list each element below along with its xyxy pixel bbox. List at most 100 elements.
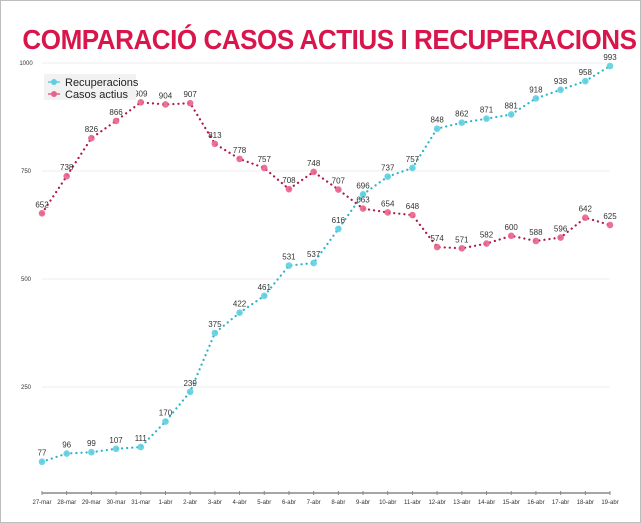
data-point [63,450,70,457]
data-label: 757 [258,155,272,164]
x-tick-label: 13-abr [453,500,470,506]
data-point [260,164,268,172]
data-point [211,329,219,337]
data-point [532,237,540,245]
x-tick-label: 12-abr [428,500,445,506]
data-point [38,210,46,217]
y-tick-label: 500 [21,277,32,283]
data-point [606,221,614,229]
x-tick-label: 3-abr [208,500,222,506]
data-label: 881 [505,101,519,110]
data-point [186,99,194,107]
data-label: 537 [307,250,321,259]
data-label: 239 [183,379,197,388]
data-point [433,125,441,132]
data-label: 866 [109,108,123,117]
data-label: 738 [60,163,74,172]
x-tick-label: 9-abr [356,500,370,506]
data-point [409,211,416,219]
data-label: 737 [381,164,395,173]
x-tick-label: 2-abr [183,500,197,506]
series-line-casos-actius [40,101,612,250]
data-label: 813 [208,131,222,140]
data-point [112,117,120,125]
data-label: 574 [430,234,444,243]
data-label: 596 [554,225,568,234]
data-label: 958 [579,68,593,77]
data-point [88,134,95,142]
data-label: 993 [603,53,617,62]
data-label: 648 [406,202,420,211]
data-point [384,173,392,180]
data-label: 848 [430,116,444,125]
data-label: 708 [282,176,296,185]
x-tick-label: 5-abr [257,500,271,506]
x-tick-label: 27-mar [32,500,51,506]
data-label: 96 [62,441,71,450]
data-label: 757 [406,155,420,164]
data-point [483,115,490,123]
data-label: 707 [332,177,346,186]
data-label: 652 [35,200,49,209]
data-point [433,243,441,251]
data-point [507,111,515,118]
data-point [557,86,564,94]
data-point [236,155,243,163]
x-tick-label: 1-abr [158,500,172,506]
data-point [162,101,169,108]
y-tick-label: 250 [21,385,32,391]
data-point [335,186,342,193]
data-point [532,95,540,102]
data-label: 748 [307,159,321,168]
data-point [409,164,416,172]
legend-box [44,74,136,100]
x-tick-label: 17-abr [552,500,569,506]
data-label: 111 [135,434,148,443]
data-label: 77 [38,449,47,458]
data-point [285,185,293,193]
data-point [137,99,145,106]
x-tick-label: 15-abr [503,500,520,506]
chart-title: COMPARACIÓ CASOS ACTIUS I RECUPERACIONS [22,24,637,55]
data-point [384,209,392,216]
data-point [112,445,120,453]
data-label: 778 [233,146,247,155]
series-line-recuperacions [40,64,612,463]
data-point [285,262,293,269]
data-point [88,448,95,456]
y-tick-label: 1000 [19,61,33,67]
data-point [606,62,614,70]
data-point [335,225,342,233]
data-label: 862 [455,110,469,119]
legend-marker [51,91,57,97]
data-point [137,443,145,451]
data-point [359,205,367,212]
data-point [582,214,589,221]
data-label: 909 [134,89,148,98]
data-label: 642 [579,205,593,214]
data-label: 907 [183,90,197,99]
data-point [557,234,564,241]
data-point [458,119,466,126]
x-tick-label: 16-abr [527,500,544,506]
data-label: 571 [455,235,469,244]
data-label: 625 [603,212,617,221]
x-tick-label: 7-abr [307,500,321,506]
data-label: 375 [208,320,222,329]
data-point [186,388,194,396]
data-point [458,245,466,252]
legend-marker [51,79,57,85]
x-tick-label: 28-mar [57,500,76,506]
data-point [359,191,367,198]
x-tick-label: 11-abr [404,500,421,506]
data-label: 461 [258,283,272,292]
data-label: 582 [480,231,494,240]
data-label: 826 [85,125,99,134]
x-tick-label: 8-abr [331,500,345,506]
data-label: 107 [109,436,123,445]
y-tick-label: 750 [21,169,32,175]
data-point [483,240,490,247]
x-tick-label: 29-mar [82,500,101,506]
x-tick-label: 4-abr [233,500,247,506]
